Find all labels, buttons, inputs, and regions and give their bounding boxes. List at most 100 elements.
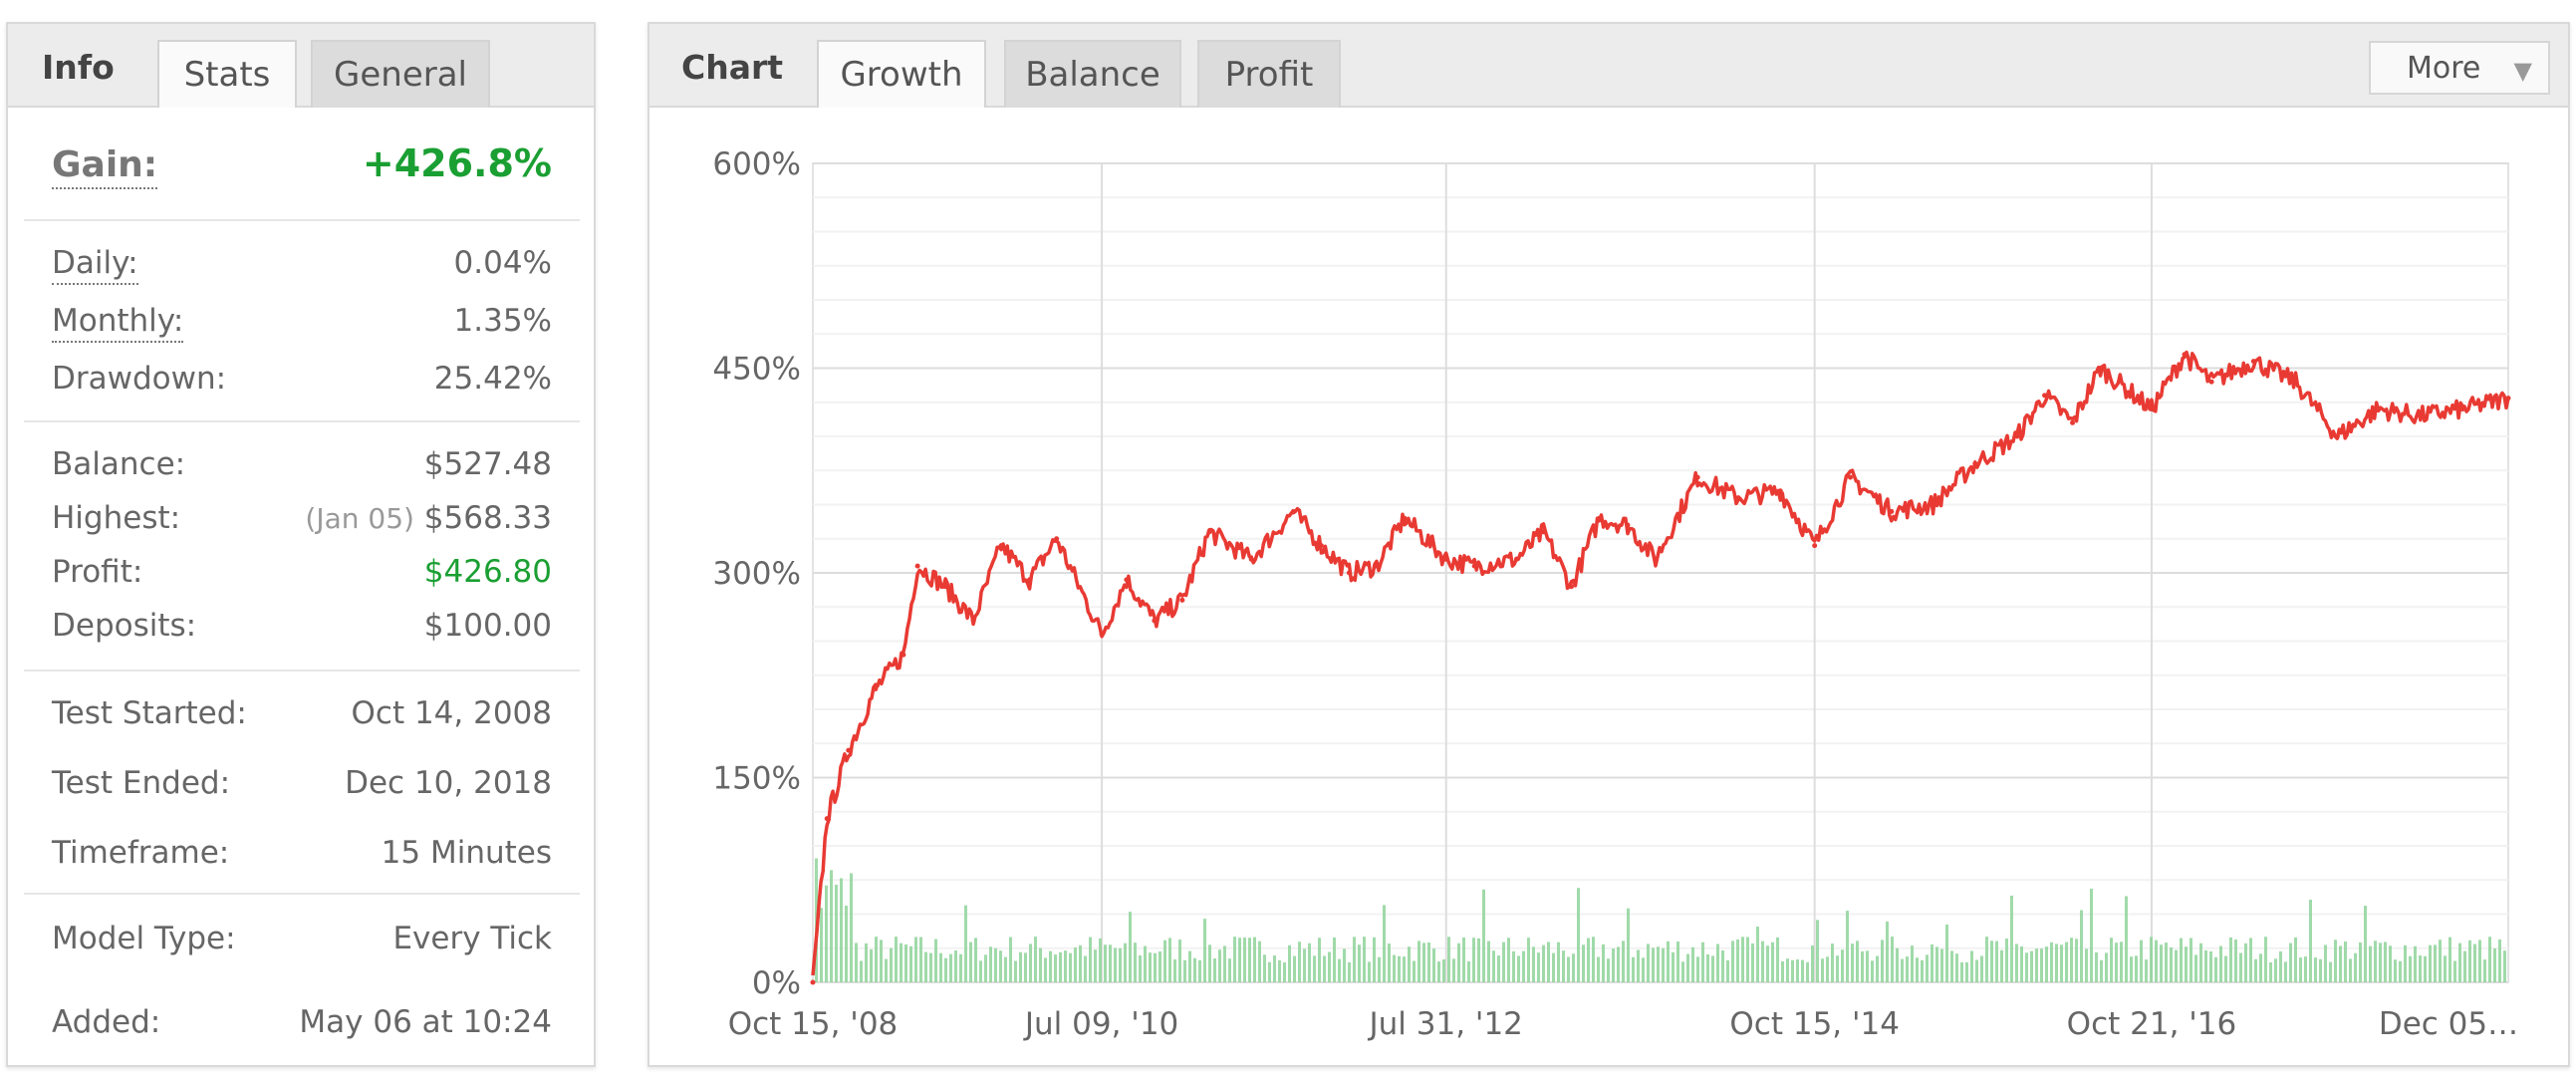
volume-bar xyxy=(1193,957,1196,982)
growth-point xyxy=(1540,529,1546,535)
volume-bar xyxy=(1243,938,1246,982)
daily-value: 0.04% xyxy=(453,245,552,281)
volume-bar xyxy=(2199,942,2202,982)
volume-bar xyxy=(2289,942,2292,982)
timeframe-value: 15 Minutes xyxy=(381,835,552,871)
daily-label[interactable]: Daily: xyxy=(52,245,138,285)
volume-bar xyxy=(2294,937,2297,982)
volume-bar xyxy=(2329,961,2332,982)
growth-point xyxy=(1777,488,1783,494)
volume-bar xyxy=(1353,937,1356,982)
volume-bar xyxy=(1587,938,1590,982)
volume-bar xyxy=(1746,937,1749,982)
volume-bar xyxy=(860,960,863,982)
volume-bar xyxy=(1163,940,1166,982)
volume-bar xyxy=(1089,937,1092,982)
volume-bar xyxy=(1104,944,1107,982)
volume-bar xyxy=(2244,942,2247,982)
volume-bar xyxy=(999,950,1002,982)
volume-bar xyxy=(1054,954,1057,982)
volume-bar xyxy=(1871,960,1874,982)
volume-bar xyxy=(1457,942,1460,982)
volume-bar xyxy=(2458,942,2461,982)
volume-bar xyxy=(2219,945,2222,982)
volume-bar xyxy=(904,943,907,982)
volume-bar xyxy=(1906,956,1909,982)
divider xyxy=(24,670,580,672)
monthly-label[interactable]: Monthly: xyxy=(52,303,184,343)
volume-bar xyxy=(1134,942,1137,982)
volume-bar xyxy=(1318,938,1321,982)
tab-profit[interactable]: Profit xyxy=(1197,40,1341,108)
growth-point xyxy=(942,584,948,590)
volume-bar xyxy=(2434,944,2437,982)
volume-bar xyxy=(1203,919,1206,982)
volume-bar xyxy=(1114,947,1117,982)
volume-bar xyxy=(1776,937,1779,982)
tab-stats[interactable]: Stats xyxy=(157,40,297,108)
more-button[interactable]: More ▼ xyxy=(2369,41,2550,95)
growth-point xyxy=(810,979,816,985)
volume-bar xyxy=(1706,953,1709,982)
growth-point xyxy=(1694,474,1700,480)
volume-bar xyxy=(934,939,937,982)
volume-bar xyxy=(1980,955,1983,982)
volume-bar xyxy=(2010,895,2013,982)
volume-bar xyxy=(1084,955,1087,982)
volume-bar xyxy=(2498,939,2501,982)
volume-bar xyxy=(1886,921,1889,982)
deposits-label: Deposits: xyxy=(52,608,197,644)
growth-point xyxy=(1179,597,1185,603)
volume-bar xyxy=(1004,956,1007,982)
volume-bar xyxy=(1537,952,1540,982)
daily-row: Daily: 0.04% xyxy=(52,245,552,285)
volume-bar xyxy=(1965,961,1968,982)
test-started-row: Test Started: Oct 14, 2008 xyxy=(52,695,552,731)
highest-value-group: (Jan 05) $568.33 xyxy=(305,500,552,536)
volume-bar xyxy=(1672,951,1674,982)
gain-label[interactable]: Gain: xyxy=(52,144,158,189)
volume-bar xyxy=(2030,950,2033,982)
volume-bar xyxy=(1766,945,1769,982)
divider xyxy=(24,219,580,221)
highest-label: Highest: xyxy=(52,500,181,536)
x-tick-label: Oct 15, '14 xyxy=(1729,1006,1900,1042)
volume-bar xyxy=(1099,938,1102,982)
volume-bar xyxy=(1417,941,1420,982)
growth-point xyxy=(2418,412,2424,418)
volume-bar xyxy=(1074,947,1077,982)
tab-balance[interactable]: Balance xyxy=(1004,40,1181,108)
volume-bar xyxy=(2374,941,2377,982)
volume-bar xyxy=(2259,953,2262,982)
tab-general[interactable]: General xyxy=(311,40,490,108)
volume-bar xyxy=(1577,888,1580,982)
growth-point xyxy=(1653,556,1659,562)
volume-bar xyxy=(1796,958,1799,982)
volume-bar xyxy=(1308,942,1311,982)
volume-bar xyxy=(2090,888,2093,982)
volume-bar xyxy=(1393,954,1396,982)
volume-bar xyxy=(2473,943,2476,982)
volume-bar xyxy=(1144,945,1147,982)
volume-bar xyxy=(1532,946,1535,982)
timeframe-label: Timeframe: xyxy=(52,835,230,871)
volume-bar xyxy=(1119,947,1122,982)
added-row: Added: May 06 at 10:24 xyxy=(52,1004,552,1040)
volume-bar xyxy=(1452,958,1455,982)
volume-bar xyxy=(1432,948,1435,982)
volume-bar xyxy=(1617,946,1620,982)
volume-bar xyxy=(1731,941,1734,982)
volume-bar xyxy=(1552,952,1555,982)
volume-bar xyxy=(2404,944,2407,982)
volume-bar xyxy=(1124,942,1127,982)
volume-bar xyxy=(1816,920,1819,982)
volume-bar xyxy=(2254,958,2257,982)
tab-growth[interactable]: Growth xyxy=(817,40,986,108)
y-tick-label: 450% xyxy=(712,352,801,388)
volume-bar xyxy=(2100,959,2103,982)
volume-bars xyxy=(815,858,2506,982)
growth-point xyxy=(1346,570,1352,576)
volume-bar xyxy=(1079,944,1082,982)
chart-grid xyxy=(812,162,2509,983)
volume-bar xyxy=(2229,937,2232,982)
